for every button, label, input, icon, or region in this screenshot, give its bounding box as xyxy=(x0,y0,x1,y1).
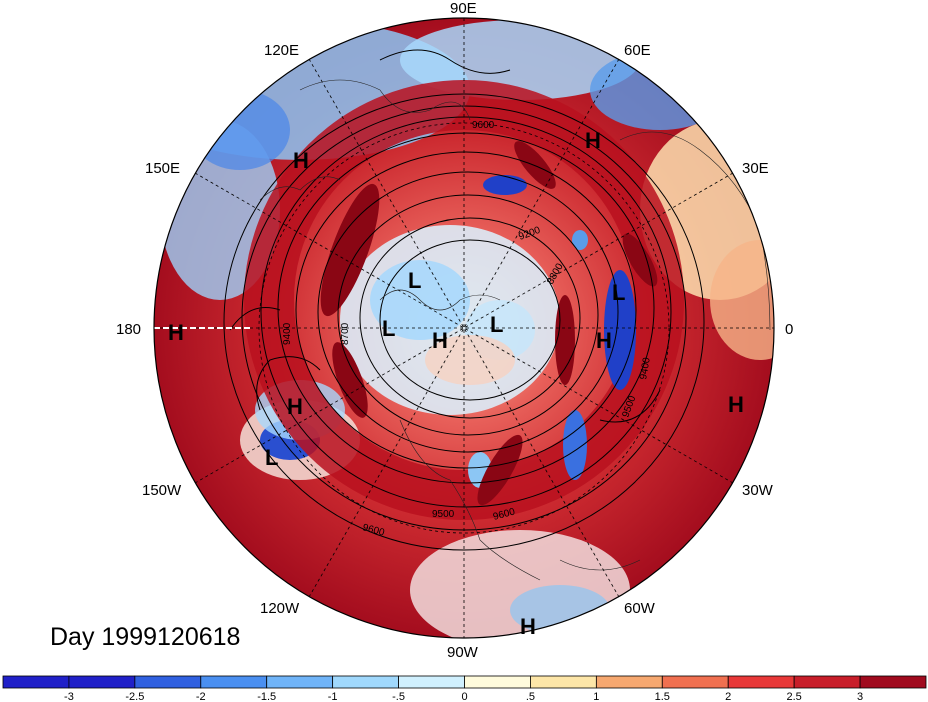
colorbar-swatch xyxy=(530,675,597,689)
colorbar-tick-label: .5 xyxy=(526,691,535,702)
colorbar-swatch xyxy=(859,675,927,689)
low-pressure-label: L xyxy=(408,268,421,293)
colorbar-tick-label: -.5 xyxy=(392,691,405,702)
longitude-label-0: 0 xyxy=(785,321,793,338)
graticule xyxy=(154,18,774,638)
longitude-label-120w: 120W xyxy=(260,600,300,617)
colorbar-swatch xyxy=(398,675,465,689)
pressure-centers: H H L L H L H L H H L H H xyxy=(168,128,744,639)
colorbar-tick-label: 3 xyxy=(857,691,863,702)
high-pressure-label: H xyxy=(728,392,744,417)
coastlines xyxy=(259,79,771,581)
map-title: Day 1999120618 xyxy=(50,623,240,651)
contour-label: 9600 xyxy=(472,120,495,131)
contour-label: 9500 xyxy=(432,509,455,520)
high-pressure-label: H xyxy=(585,128,601,153)
longitude-labels: 90E 60E 30E 0 30W 60W 90W 120W 150W 180 … xyxy=(116,0,793,661)
colorbar-tick-label: -1.5 xyxy=(257,691,276,702)
longitude-label-30w: 30W xyxy=(742,482,774,499)
longitude-label-90w: 90W xyxy=(447,644,479,661)
colorbar-swatch xyxy=(266,675,334,689)
longitude-label-30e: 30E xyxy=(742,160,769,177)
colorbar-swatch xyxy=(2,675,70,689)
colorbar-tick-label: 2.5 xyxy=(786,691,801,702)
colorbar-tick-label: 2 xyxy=(725,691,731,702)
colorbar-tick-label: 0 xyxy=(461,691,467,702)
colorbar-swatch xyxy=(595,675,663,689)
longitude-label-150w: 150W xyxy=(142,482,182,499)
low-pressure-label: L xyxy=(490,312,503,337)
high-pressure-label: H xyxy=(168,320,184,345)
colorbar-swatch xyxy=(727,675,795,689)
colorbar-swatch xyxy=(793,675,861,689)
contour-label: 9400 xyxy=(282,322,293,345)
longitude-label-90e: 90E xyxy=(450,0,477,17)
high-pressure-label: H xyxy=(596,328,612,353)
colorbar-tick-label: -1 xyxy=(328,691,338,702)
colorbar-swatch xyxy=(464,675,531,689)
colorbar-swatch xyxy=(134,675,202,689)
colorbar-tick-label: -2 xyxy=(196,691,206,702)
colorbar-swatch xyxy=(200,675,268,689)
longitude-label-180: 180 xyxy=(116,321,141,338)
low-pressure-label: L xyxy=(612,280,625,305)
colorbar-tick-label: -2.5 xyxy=(125,691,144,702)
low-pressure-label: L xyxy=(265,445,278,470)
colorbar-tick-label: -3 xyxy=(64,691,74,702)
longitude-label-60e: 60E xyxy=(624,42,651,59)
high-pressure-label: H xyxy=(520,614,536,639)
longitude-label-60w: 60W xyxy=(624,600,656,617)
high-pressure-label: H xyxy=(432,328,448,353)
low-pressure-label: L xyxy=(382,316,395,341)
colorbar-tick-label: 1.5 xyxy=(655,691,670,702)
high-pressure-label: H xyxy=(287,394,303,419)
colorbar-tick-label: 1 xyxy=(593,691,599,702)
map-boundary xyxy=(153,17,775,639)
longitude-label-120e: 120E xyxy=(264,42,299,59)
colorbar-swatch xyxy=(332,675,399,689)
contour-label: 9400 xyxy=(638,356,653,380)
longitude-label-150e: 150E xyxy=(145,160,180,177)
anomaly-field xyxy=(154,18,774,638)
contour-label: 8700 xyxy=(340,322,351,345)
colorbar: -3 -2.5 -2 -1.5 -1 -.5 0 .5 1 1.5 2 2.5 3 xyxy=(2,675,927,702)
high-pressure-label: H xyxy=(293,148,309,173)
colorbar-swatch xyxy=(661,675,729,689)
colorbar-swatch xyxy=(68,675,136,689)
